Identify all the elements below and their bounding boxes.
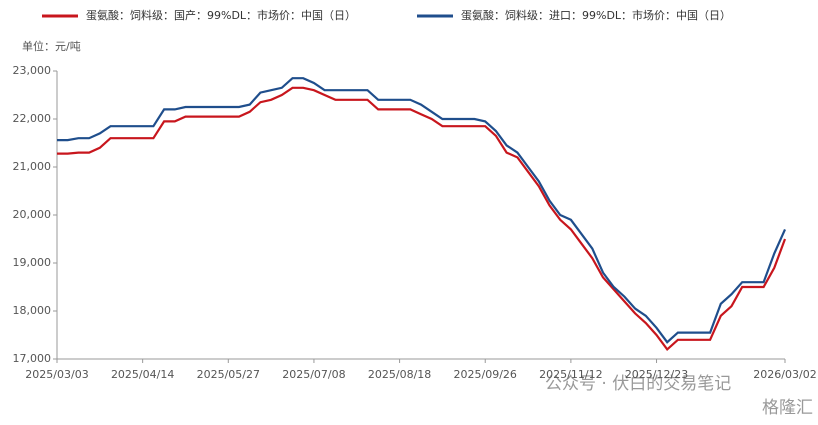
x-tick-label: 2025/05/27 [197,368,260,381]
y-tick-label: 17,000 [13,352,52,365]
x-tick-label: 2025/03/03 [25,368,88,381]
y-tick-label: 20,000 [13,208,52,221]
series-line [57,86,787,352]
y-tick-label: 22,000 [13,112,52,125]
y-tick-label: 18,000 [13,304,52,317]
y-tick-label: 21,000 [13,160,52,173]
y-tick-label: 23,000 [13,64,52,77]
unit-label: 单位：元/吨 [22,39,81,53]
x-tick-label: 2025/12/23 [625,368,688,381]
x-tick-label: 2025/08/18 [368,368,431,381]
x-tick-label: 2025/11/12 [539,368,602,381]
watermark: 公众号 · 伏白的交易笔记 [545,374,731,394]
legend-label: 蛋氨酸：饲料级：国产：99%DL：市场价：中国（日） [86,8,356,22]
watermark: 格隆汇 [762,398,813,418]
series-line [57,77,787,344]
y-tick-label: 19,000 [13,256,52,269]
x-tick-label: 2025/04/14 [111,368,174,381]
x-tick-label: 2026/03/02 [753,368,816,381]
x-tick-label: 2025/09/26 [454,368,517,381]
legend-label: 蛋氨酸：饲料级：进口：99%DL：市场价：中国（日） [461,8,731,22]
x-tick-label: 2025/07/08 [282,368,345,381]
